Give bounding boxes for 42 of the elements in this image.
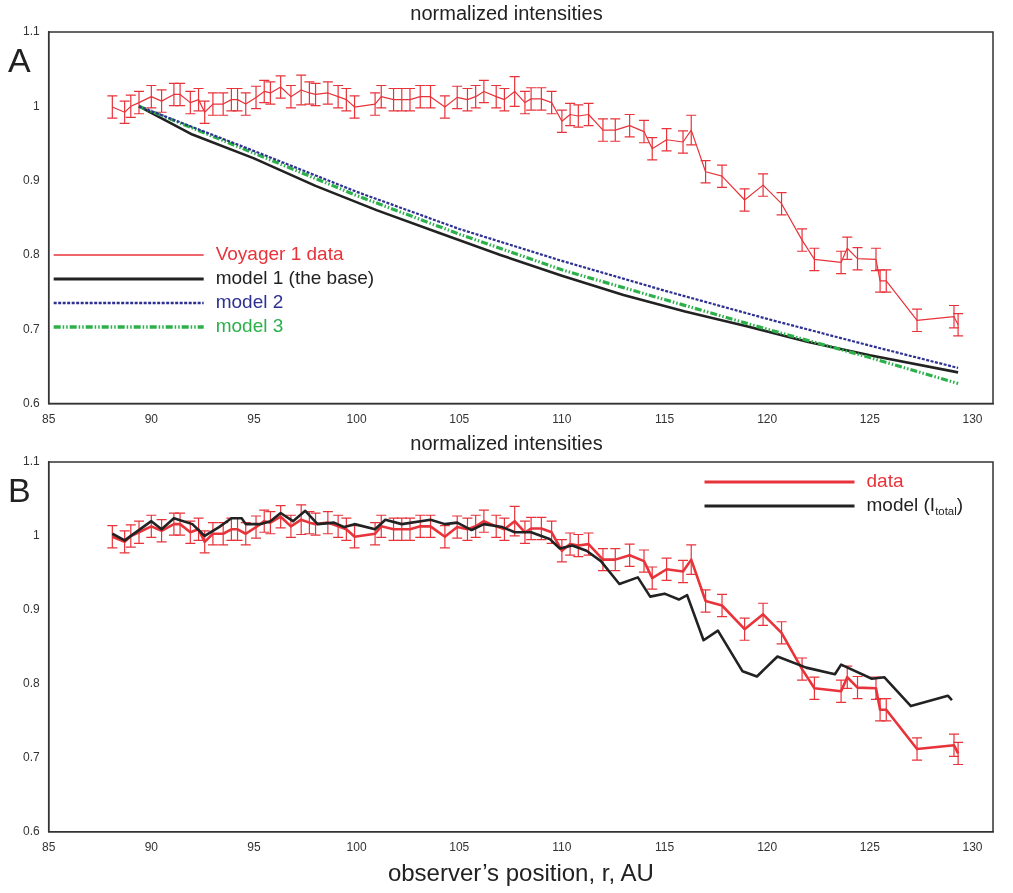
x-tick-label: 130 bbox=[962, 412, 983, 427]
x-tick-label: 115 bbox=[654, 840, 675, 855]
text: model 1 (the base) bbox=[215, 267, 375, 289]
x-tick-label: 110 bbox=[552, 412, 572, 427]
y-tick-label: 1.1 bbox=[22, 24, 40, 39]
y-tick-label: 0.9 bbox=[22, 602, 40, 617]
y-tick-label: 0.7 bbox=[22, 321, 40, 336]
x-tick-label: 90 bbox=[144, 840, 159, 855]
y-tick-label: 1 bbox=[32, 528, 40, 543]
x-tick-label: 125 bbox=[859, 840, 881, 855]
y-tick-label: 1 bbox=[32, 98, 40, 113]
y-tick-label: 1.1 bbox=[22, 454, 40, 469]
x-tick-label: 120 bbox=[757, 412, 778, 427]
x-tick-label: 95 bbox=[247, 840, 261, 855]
y-tick-label: 0.7 bbox=[22, 750, 40, 765]
x-tick-label: 100 bbox=[346, 840, 367, 855]
x-tick-label: 85 bbox=[42, 412, 56, 427]
y-tick-label: 0.8 bbox=[22, 247, 40, 262]
x-tick-label: 115 bbox=[654, 412, 675, 427]
x-tick-label: 90 bbox=[144, 412, 159, 427]
text: model 3 bbox=[215, 315, 284, 337]
chart-title: normalized intensities bbox=[410, 431, 603, 454]
x-tick-label: 95 bbox=[247, 412, 261, 427]
x-tick-label: 125 bbox=[859, 412, 881, 427]
y-tick-label: 0.6 bbox=[22, 824, 40, 839]
x-axis-title: observer’s position, r, AU bbox=[387, 859, 654, 887]
y-tick-label: 0.9 bbox=[22, 172, 40, 187]
x-tick-label: 85 bbox=[42, 840, 56, 855]
text: data bbox=[866, 470, 904, 492]
x-tick-label: 105 bbox=[449, 840, 470, 855]
chart-title: normalized intensities bbox=[410, 1, 603, 24]
x-tick-label: 120 bbox=[757, 840, 778, 855]
text: A bbox=[8, 41, 31, 79]
x-tick-label: 100 bbox=[346, 412, 367, 427]
x-tick-label: 130 bbox=[962, 840, 983, 855]
text: model 2 bbox=[215, 291, 284, 313]
text: Voyager 1 data bbox=[215, 243, 344, 265]
y-tick-label: 0.8 bbox=[22, 676, 40, 691]
text: B bbox=[8, 471, 31, 509]
y-tick-label: 0.6 bbox=[22, 395, 40, 410]
x-tick-label: 105 bbox=[449, 412, 470, 427]
x-tick-label: 110 bbox=[552, 840, 572, 855]
